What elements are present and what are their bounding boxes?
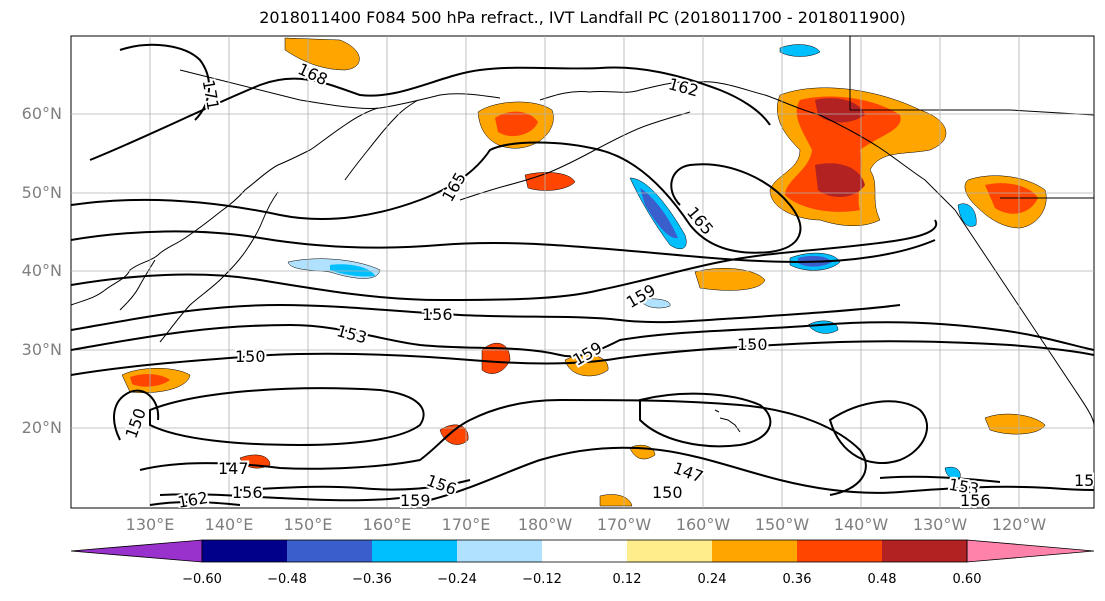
map-frame bbox=[70, 35, 1095, 509]
anomaly-bering-core bbox=[495, 111, 538, 137]
lat-label: 50°N bbox=[21, 183, 62, 202]
anomaly-neg-west-coast bbox=[957, 203, 977, 227]
colorbar-bin bbox=[627, 540, 712, 562]
colorbar-tick-label: −0.36 bbox=[352, 572, 392, 587]
contour-loop-subtropic-west bbox=[149, 387, 425, 447]
lon-label: 170°E bbox=[441, 515, 491, 534]
contour-label: 150 bbox=[235, 347, 266, 366]
coastline-korea bbox=[119, 259, 156, 311]
contour-159-south bbox=[159, 493, 401, 502]
contour-156-south bbox=[239, 479, 471, 491]
contour-loop-central bbox=[639, 392, 772, 448]
contour-150-loop-west bbox=[113, 389, 160, 441]
refractivity-contours bbox=[71, 43, 1094, 506]
lat-label: 60°N bbox=[21, 104, 62, 123]
colorbar-tick-label: −0.48 bbox=[267, 572, 307, 587]
contour-label: 15 bbox=[1074, 471, 1094, 490]
contour-153 bbox=[71, 321, 1094, 358]
colorbar-bin bbox=[372, 540, 457, 562]
colorbar-bin bbox=[797, 540, 882, 562]
contour-147-tropics bbox=[139, 398, 867, 496]
anomaly-central-pacific-30N bbox=[481, 342, 511, 374]
contour-162 bbox=[71, 230, 936, 264]
contour-162-south bbox=[149, 500, 241, 506]
coastline-siberia-north bbox=[179, 69, 501, 109]
contour-153-south bbox=[879, 475, 1001, 483]
lon-label: 140°E bbox=[204, 515, 254, 534]
colorbar bbox=[70, 539, 1095, 563]
lon-label: 180°W bbox=[517, 515, 573, 534]
contour-label: 162 bbox=[176, 488, 209, 512]
contour-165 bbox=[71, 141, 802, 254]
anomaly-alaska-peak bbox=[815, 98, 865, 123]
lon-label: 120°W bbox=[991, 515, 1047, 534]
lon-label: 160°W bbox=[675, 515, 731, 534]
coastline-alaska bbox=[539, 81, 956, 211]
anomaly-mid-pacific-40N bbox=[694, 268, 766, 291]
lat-label: 30°N bbox=[21, 340, 62, 359]
colorbar-bin bbox=[882, 540, 967, 562]
anomaly-siberia-north bbox=[284, 37, 360, 71]
colorbar-tick-label: −0.60 bbox=[182, 572, 222, 587]
colorbar-frame bbox=[201, 539, 968, 563]
colorbar-tick-label: 0.36 bbox=[782, 572, 812, 587]
contour-label: 156 bbox=[422, 305, 453, 324]
colorbar-tick-label: 0.60 bbox=[952, 572, 982, 587]
lat-label: 20°N bbox=[21, 418, 62, 437]
figure-title: 2018011400 F084 500 hPa refract., IVT La… bbox=[259, 8, 906, 27]
lon-label: 150°W bbox=[754, 515, 810, 534]
colorbar-tick-label: 0.24 bbox=[697, 572, 727, 587]
anomaly-neg-50N-170W-core bbox=[640, 188, 678, 239]
coastline-kamchatka bbox=[344, 99, 419, 181]
colorbar-extend-low bbox=[70, 539, 203, 563]
contour-label: 150 bbox=[737, 335, 768, 354]
contour-150 bbox=[71, 340, 1094, 376]
coastline-aleutians bbox=[459, 111, 691, 201]
colorbar-tick-label: −0.12 bbox=[522, 572, 562, 587]
contour-150-south bbox=[429, 446, 1094, 501]
coastline-north-america bbox=[954, 209, 1094, 426]
anomaly-neg-small-1 bbox=[639, 298, 671, 309]
contour-loop-subtropic-east bbox=[828, 400, 929, 465]
lon-label: 150°E bbox=[283, 515, 333, 534]
contour-168 bbox=[89, 66, 771, 161]
contour-156 bbox=[71, 303, 901, 331]
contour-171 bbox=[119, 43, 211, 121]
lon-label: 140°W bbox=[833, 515, 889, 534]
anomaly-neg-40N-165E-core bbox=[330, 264, 375, 277]
contour-label: 156 bbox=[232, 483, 263, 502]
contour-label: 147 bbox=[218, 459, 249, 478]
colorbar-bin bbox=[542, 540, 627, 562]
colorbar-bin bbox=[287, 540, 372, 562]
shaded-anomaly-layer bbox=[121, 37, 1047, 507]
colorbar-tick-label: −0.24 bbox=[437, 572, 477, 587]
lon-label: 130°E bbox=[125, 515, 175, 534]
anomaly-neg-alaska-north bbox=[779, 44, 821, 57]
colorbar-bin bbox=[457, 540, 542, 562]
colorbar-bin bbox=[202, 540, 287, 562]
colorbar-extend-high bbox=[966, 539, 1095, 563]
contour-label: 150 bbox=[652, 483, 683, 502]
colorbar-tick-label: 0.12 bbox=[612, 572, 642, 587]
colorbar-tick-label: 0.48 bbox=[867, 572, 897, 587]
contour-label: 156 bbox=[960, 491, 991, 510]
graticule bbox=[71, 36, 1094, 508]
lon-label: 130°W bbox=[912, 515, 968, 534]
coastline-japan bbox=[159, 191, 279, 343]
lat-label: 40°N bbox=[21, 261, 62, 280]
coastline-hawaii bbox=[714, 409, 741, 433]
colorbar-bin bbox=[712, 540, 797, 562]
contour-label: 159 bbox=[400, 491, 431, 510]
anomaly-gulf-of-alaska-core bbox=[785, 96, 901, 212]
contour-159 bbox=[71, 219, 938, 302]
coastlines bbox=[71, 36, 1094, 433]
anomaly-baja bbox=[984, 413, 1046, 435]
anomaly-gulf-of-alaska-peak bbox=[815, 163, 865, 197]
lon-label: 160°E bbox=[362, 515, 412, 534]
anomaly-central-pacific-20N bbox=[439, 424, 469, 445]
lon-label: 170°W bbox=[596, 515, 652, 534]
